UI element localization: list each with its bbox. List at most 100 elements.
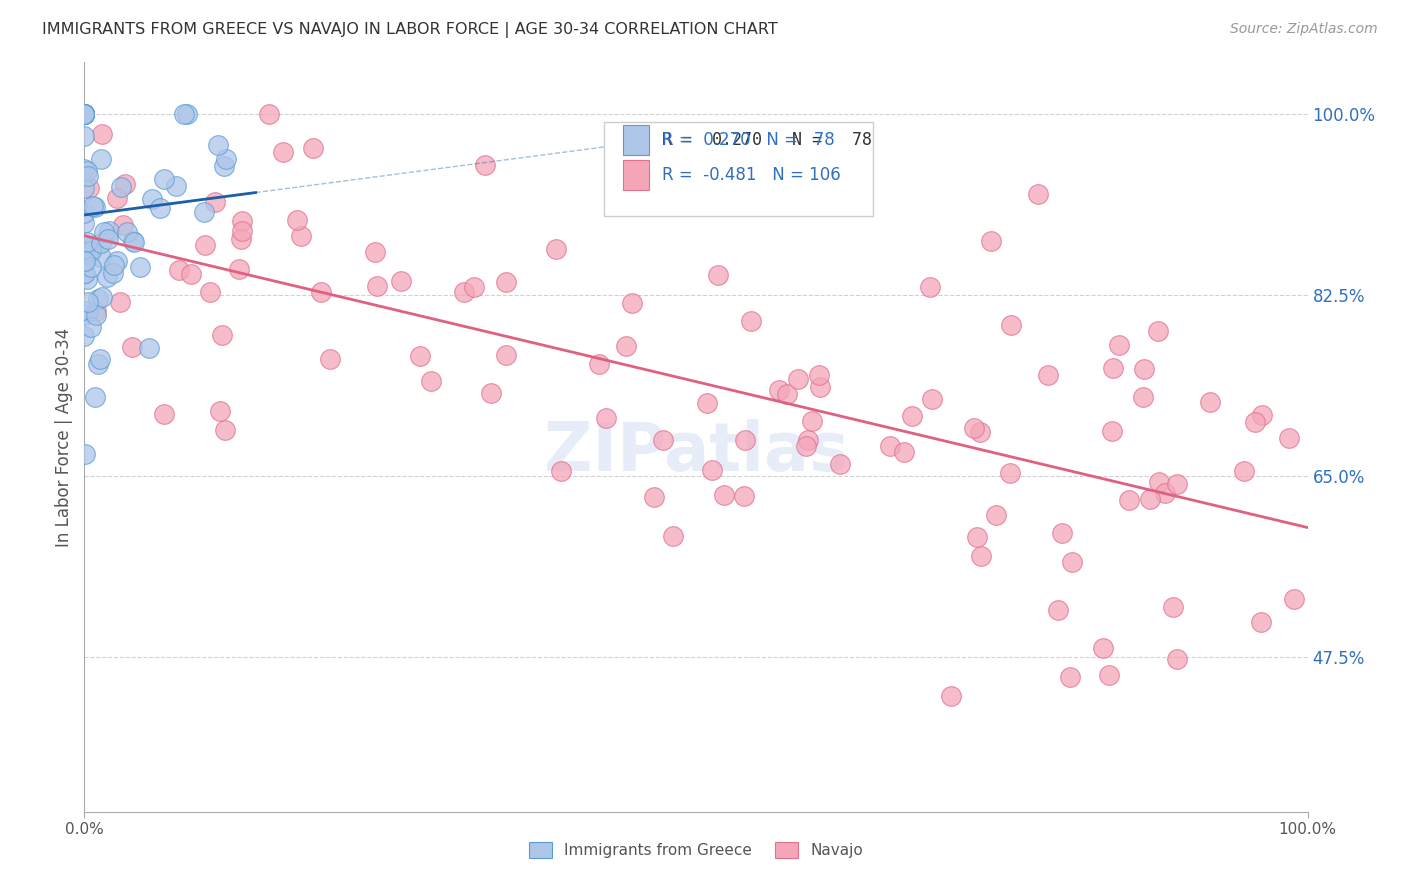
Point — [643, 490, 665, 504]
Point — [128, 260, 150, 274]
Y-axis label: In Labor Force | Age 30-34: In Labor Force | Age 30-34 — [55, 327, 73, 547]
Point — [73, 107, 96, 121]
Point — [87, 293, 110, 307]
Point — [939, 689, 962, 703]
Point — [80, 320, 103, 334]
Point — [301, 141, 323, 155]
Point — [73, 107, 96, 121]
Point — [998, 466, 1021, 480]
Point — [73, 107, 96, 121]
Point — [970, 549, 993, 563]
Point — [84, 390, 107, 404]
Point — [285, 212, 308, 227]
Point — [73, 107, 96, 121]
Point — [73, 107, 96, 121]
Point — [93, 225, 115, 239]
Point — [97, 231, 120, 245]
Point — [1050, 525, 1073, 540]
Point — [409, 349, 432, 363]
Point — [696, 396, 718, 410]
Point — [90, 250, 112, 264]
Point — [801, 413, 824, 427]
FancyBboxPatch shape — [605, 122, 873, 216]
Point — [73, 107, 96, 121]
Point — [180, 267, 202, 281]
Point — [141, 192, 163, 206]
Point — [309, 285, 332, 300]
Point — [810, 379, 832, 393]
Point — [101, 266, 124, 280]
Point — [1166, 651, 1188, 665]
Point — [91, 127, 114, 141]
Point — [1038, 368, 1060, 383]
Point — [620, 296, 643, 310]
Point — [651, 433, 673, 447]
Point — [73, 107, 96, 121]
Point — [173, 107, 195, 121]
Point — [73, 309, 96, 323]
Point — [1250, 615, 1272, 629]
Point — [169, 263, 191, 277]
Point — [73, 107, 96, 121]
Point — [921, 392, 943, 406]
Point — [1101, 424, 1123, 438]
Point — [550, 464, 572, 478]
Point — [138, 341, 160, 355]
Point — [231, 232, 253, 246]
Point — [1199, 395, 1222, 409]
Point — [73, 247, 96, 261]
Point — [73, 107, 96, 121]
Point — [614, 339, 637, 353]
Point — [114, 177, 136, 191]
Point — [152, 408, 174, 422]
Point — [90, 290, 112, 304]
Point — [73, 107, 96, 121]
FancyBboxPatch shape — [623, 160, 650, 190]
Point — [115, 225, 138, 239]
FancyBboxPatch shape — [623, 125, 650, 154]
Point — [76, 164, 98, 178]
Point — [963, 421, 986, 435]
Point — [1154, 485, 1177, 500]
Point — [257, 107, 280, 121]
Point — [77, 180, 100, 194]
Point — [893, 444, 915, 458]
Point — [1098, 668, 1121, 682]
Point — [1166, 476, 1188, 491]
Point — [82, 239, 104, 253]
Point — [900, 409, 922, 424]
Point — [1278, 431, 1301, 445]
Point — [389, 274, 412, 288]
Point — [453, 285, 475, 300]
Point — [794, 438, 817, 452]
Point — [76, 235, 98, 250]
Point — [105, 191, 128, 205]
Point — [463, 280, 485, 294]
Point — [1282, 591, 1305, 606]
Point — [90, 152, 112, 166]
Point — [112, 218, 135, 232]
Point — [211, 328, 233, 343]
Point — [481, 386, 503, 401]
Point — [176, 107, 198, 121]
Point — [89, 352, 111, 367]
Point — [1132, 362, 1154, 376]
Point — [969, 425, 991, 440]
Point — [97, 224, 120, 238]
Point — [1147, 475, 1170, 489]
Point — [828, 457, 851, 471]
Point — [73, 107, 96, 121]
Point — [86, 357, 108, 371]
Point — [73, 107, 96, 121]
Point — [215, 152, 238, 166]
Point — [77, 244, 100, 258]
Point — [733, 489, 755, 503]
Point — [1146, 324, 1168, 338]
Point — [879, 439, 901, 453]
Point — [90, 235, 112, 250]
Point — [776, 387, 799, 401]
Point — [80, 260, 103, 274]
Point — [1251, 408, 1274, 422]
Point — [319, 352, 342, 367]
Point — [73, 107, 96, 121]
